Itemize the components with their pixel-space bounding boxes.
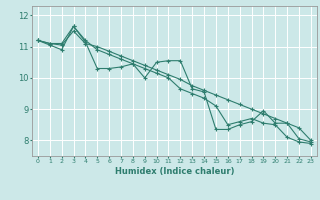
X-axis label: Humidex (Indice chaleur): Humidex (Indice chaleur) (115, 167, 234, 176)
